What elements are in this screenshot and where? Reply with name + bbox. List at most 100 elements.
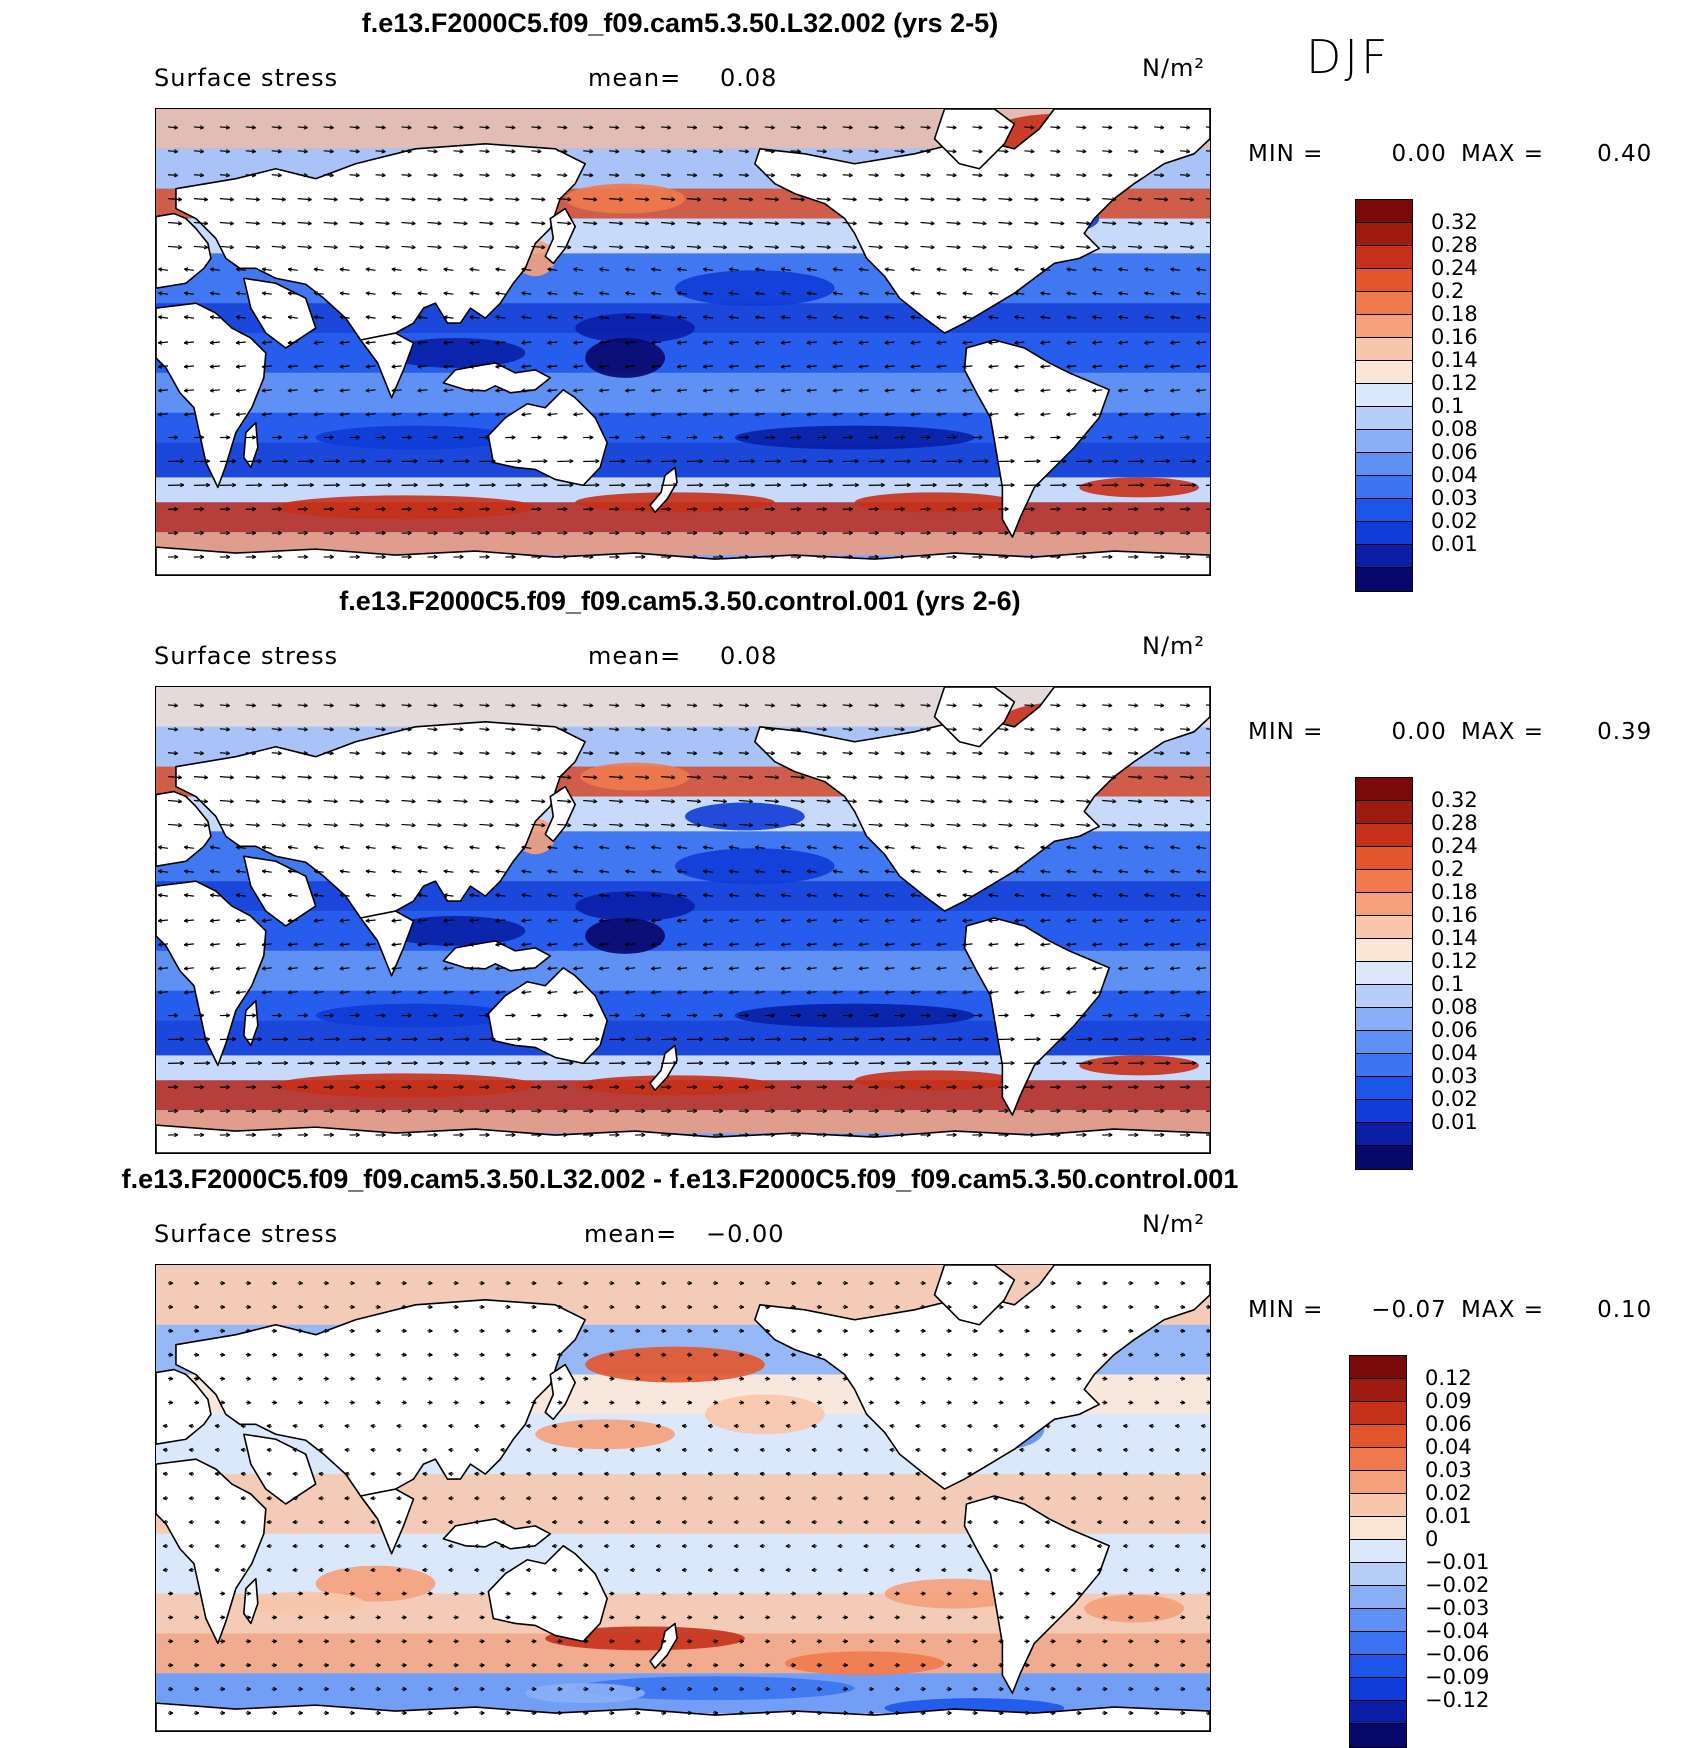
colorbar-swatch: [1350, 1356, 1406, 1379]
colorbar-tick-label: −0.04: [1425, 1619, 1489, 1643]
colorbar-swatch: [1356, 1077, 1412, 1100]
colorbar-swatch: [1356, 200, 1412, 223]
stress-contour-region: [575, 1075, 775, 1095]
colorbar-tick-label: 0.08: [1431, 995, 1478, 1019]
panel-3-max-label: MAX =: [1461, 1297, 1544, 1323]
colorbar-swatch: [1356, 1054, 1412, 1077]
colorbar-tick-label: −0.09: [1425, 1665, 1489, 1689]
colorbar-tick-label: 0.01: [1431, 532, 1478, 556]
panel-3-title: f.e13.F2000C5.f09_f09.cam5.3.50.L32.002 …: [0, 1164, 1360, 1195]
colorbar-swatch: [1356, 499, 1412, 522]
panel-2-title: f.e13.F2000C5.f09_f09.cam5.3.50.control.…: [0, 586, 1360, 617]
colorbar-tick-label: 0.04: [1431, 463, 1478, 487]
stress-contour-region: [585, 1347, 765, 1383]
stress-contour-region: [525, 1683, 645, 1703]
panel-1-map: [155, 108, 1211, 576]
panel-2-mean-value: 0.08: [720, 642, 777, 670]
colorbar-tick-label: 0.06: [1425, 1412, 1472, 1436]
colorbar-swatch: [1356, 778, 1412, 801]
colorbar-swatch: [1350, 1655, 1406, 1678]
colorbar-swatch: [1350, 1586, 1406, 1609]
colorbar-swatch: [1356, 801, 1412, 824]
panel-3-variable-label: Surface stress: [154, 1220, 338, 1248]
colorbar-swatch: [1356, 985, 1412, 1008]
colorbar-swatch: [1350, 1471, 1406, 1494]
colorbar-tick-label: 0.03: [1431, 486, 1478, 510]
vector-arrow: [1206, 151, 1210, 152]
colorbar-swatch: [1356, 568, 1412, 591]
panel-1-map-svg: [156, 109, 1210, 575]
colorbar-swatch: [1350, 1540, 1406, 1563]
stress-contour-region: [705, 1394, 825, 1434]
colorbar-swatch: [1350, 1517, 1406, 1540]
panel-1-min-value: 0.00: [1332, 141, 1447, 167]
stress-contour-region: [675, 270, 835, 306]
panel-3-mean-value: −0.00: [706, 1220, 785, 1248]
stress-contour-region: [685, 803, 805, 831]
panel-3-minmax: MIN = −0.07 MAX = 0.10: [1248, 1297, 1652, 1323]
colorbar-tick-label: 0.18: [1431, 302, 1478, 326]
panel-3-map: [155, 1264, 1211, 1732]
stress-contour-region: [1079, 477, 1199, 497]
colorbar-swatch: [1350, 1563, 1406, 1586]
stress-contour-region: [276, 1073, 536, 1097]
colorbar-swatch: [1356, 916, 1412, 939]
colorbar-tick-label: 0.32: [1431, 210, 1478, 234]
panel-1-max-value: 0.40: [1552, 141, 1652, 167]
colorbar-swatch: [1350, 1425, 1406, 1448]
panel-2-units-label: N/m²: [1142, 632, 1205, 660]
colorbar-swatch: [1356, 847, 1412, 870]
stress-contour-region: [535, 1419, 675, 1449]
colorbar-swatch: [1356, 1008, 1412, 1031]
colorbar-swatch: [1356, 1031, 1412, 1054]
colorbar-tick-label: 0.12: [1431, 949, 1478, 973]
colorbar-swatch: [1356, 246, 1412, 269]
colorbar-swatch: [1356, 1123, 1412, 1146]
panel-2-min-value: 0.00: [1332, 719, 1447, 745]
panel-2-max-value: 0.39: [1552, 719, 1652, 745]
colorbar-tick-label: 0.03: [1431, 1064, 1478, 1088]
stress-contour-region: [1084, 1595, 1184, 1623]
colorbar-tick-label: 0.18: [1431, 880, 1478, 904]
colorbar-swatch: [1356, 453, 1412, 476]
panel-3-units-label: N/m²: [1142, 1210, 1205, 1238]
colorbar-swatch: [1356, 824, 1412, 847]
colorbar-swatch: [1356, 384, 1412, 407]
colorbar-tick-label: −0.01: [1425, 1550, 1489, 1574]
colorbar-swatch: [1350, 1402, 1406, 1425]
vector-arrow: [1206, 127, 1210, 128]
panel-3-map-svg: [156, 1265, 1210, 1731]
colorbar-tick-label: 0.04: [1431, 1041, 1478, 1065]
colorbar-tick-label: −0.02: [1425, 1573, 1489, 1597]
colorbar-tick-label: 0.24: [1431, 834, 1478, 858]
colorbar-swatch: [1356, 315, 1412, 338]
colorbar-swatch: [1356, 962, 1412, 985]
colorbar-tick-label: 0.08: [1431, 417, 1478, 441]
stress-contour-region: [675, 848, 835, 884]
colorbar-swatch: [1356, 292, 1412, 315]
colorbar-tick-label: 0.09: [1425, 1389, 1472, 1413]
colorbar-tick-label: 0.14: [1431, 348, 1478, 372]
panel-1-mean-label: mean=: [588, 64, 681, 92]
colorbar-swatch: [1356, 893, 1412, 916]
colorbar-tick-label: 0.32: [1431, 788, 1478, 812]
panel-1-title: f.e13.F2000C5.f09_f09.cam5.3.50.L32.002 …: [0, 8, 1360, 39]
colorbar-tick-label: 0.02: [1425, 1481, 1472, 1505]
colorbar-swatch: [1350, 1724, 1406, 1747]
colorbar-swatch: [1356, 1146, 1412, 1169]
panel-2-map-svg: [156, 687, 1210, 1153]
colorbar-swatch: [1356, 407, 1412, 430]
colorbar-swatch: [1350, 1609, 1406, 1632]
panel-1-max-label: MAX =: [1461, 141, 1544, 167]
stress-contour-region: [785, 1651, 945, 1675]
panel-2-mean-label: mean=: [588, 642, 681, 670]
colorbar-tick-label: −0.12: [1425, 1688, 1489, 1712]
panel-1-units-label: N/m²: [1142, 54, 1205, 82]
colorbar-tick-label: 0.06: [1431, 1018, 1478, 1042]
colorbar-tick-label: 0.01: [1431, 1110, 1478, 1134]
colorbar-swatch: [1356, 361, 1412, 384]
colorbar-tick-label: 0.06: [1431, 440, 1478, 464]
panel-3-min-value: −0.07: [1332, 1297, 1447, 1323]
stress-contour-region: [585, 918, 665, 954]
colorbar-swatch: [1356, 430, 1412, 453]
